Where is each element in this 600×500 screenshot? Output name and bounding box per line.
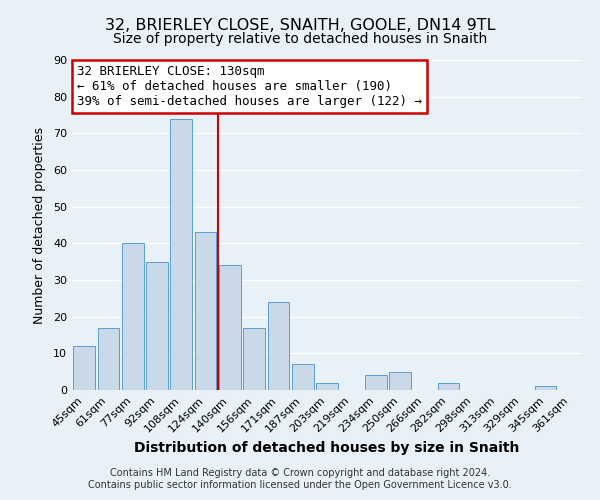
Bar	[170, 118, 192, 390]
Text: 32, BRIERLEY CLOSE, SNAITH, GOOLE, DN14 9TL: 32, BRIERLEY CLOSE, SNAITH, GOOLE, DN14 …	[105, 18, 495, 32]
Bar	[535, 386, 556, 390]
Bar	[268, 302, 289, 390]
Bar	[219, 266, 241, 390]
Text: Contains HM Land Registry data © Crown copyright and database right 2024.: Contains HM Land Registry data © Crown c…	[110, 468, 490, 477]
Bar	[122, 244, 143, 390]
Bar	[389, 372, 411, 390]
Bar	[437, 382, 460, 390]
Text: Contains public sector information licensed under the Open Government Licence v3: Contains public sector information licen…	[88, 480, 512, 490]
Bar	[146, 262, 168, 390]
Bar	[316, 382, 338, 390]
Text: Size of property relative to detached houses in Snaith: Size of property relative to detached ho…	[113, 32, 487, 46]
Bar	[97, 328, 119, 390]
Bar	[73, 346, 95, 390]
Bar	[243, 328, 265, 390]
X-axis label: Distribution of detached houses by size in Snaith: Distribution of detached houses by size …	[134, 441, 520, 455]
Bar	[365, 376, 386, 390]
Y-axis label: Number of detached properties: Number of detached properties	[33, 126, 46, 324]
Bar	[292, 364, 314, 390]
Text: 32 BRIERLEY CLOSE: 130sqm
← 61% of detached houses are smaller (190)
39% of semi: 32 BRIERLEY CLOSE: 130sqm ← 61% of detac…	[77, 65, 422, 108]
Bar	[194, 232, 217, 390]
